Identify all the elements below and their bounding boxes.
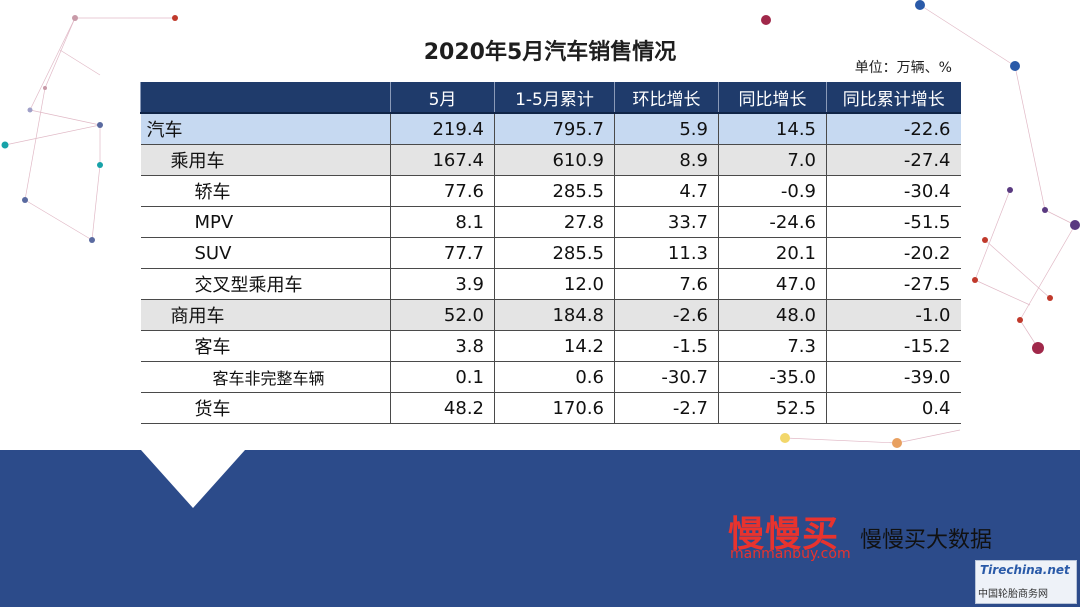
table-cell: -20.2	[826, 237, 961, 269]
table-cell: -30.7	[614, 361, 719, 393]
table-row: 客车 3.8 14.2 -1.5 7.3 -15.2	[140, 330, 961, 362]
table-cell: 12.0	[494, 268, 615, 300]
table-cell: 77.6	[390, 175, 495, 207]
brand-tagline: 慢慢买大数据	[860, 528, 993, 553]
table-cell: -24.6	[718, 206, 827, 238]
table-row: SUV 77.7 285.5 11.3 20.1 -20.2	[140, 237, 961, 269]
table-cell: 795.7	[494, 113, 615, 145]
column-header	[140, 82, 391, 114]
table-cell: -0.9	[718, 175, 827, 207]
table-cell: 219.4	[390, 113, 495, 145]
table-cell: 11.3	[614, 237, 719, 269]
row-label: 汽车	[140, 113, 391, 145]
column-header: 5月	[390, 82, 495, 114]
table-cell: 0.1	[390, 361, 495, 393]
chart-title: 2020年5月汽车销售情况	[423, 40, 677, 65]
table-cell: 4.7	[614, 175, 719, 207]
unit-note: 单位：万辆、%	[854, 60, 952, 76]
table-row: 汽车 219.4 795.7 5.9 14.5 -22.6	[140, 113, 961, 145]
table-cell: 52.5	[718, 392, 827, 424]
table-cell: 48.0	[718, 299, 827, 331]
table-cell: 14.2	[494, 330, 615, 362]
row-label: MPV	[140, 206, 391, 238]
column-header: 同比累计增长	[826, 82, 961, 114]
table-cell: 27.8	[494, 206, 615, 238]
table-cell: 77.7	[390, 237, 495, 269]
row-label: 客车	[140, 330, 391, 362]
table-cell: 7.0	[718, 144, 827, 176]
table-cell: -22.6	[826, 113, 961, 145]
table-cell: 285.5	[494, 237, 615, 269]
table-cell: 167.4	[390, 144, 495, 176]
band-notch	[141, 450, 245, 508]
table-cell: -35.0	[718, 361, 827, 393]
table-cell: 52.0	[390, 299, 495, 331]
table-cell: 3.9	[390, 268, 495, 300]
table-cell: -15.2	[826, 330, 961, 362]
column-header: 环比增长	[614, 82, 719, 114]
table-cell: -2.7	[614, 392, 719, 424]
table-cell: 610.9	[494, 144, 615, 176]
table-cell: 7.3	[718, 330, 827, 362]
table-cell: 8.9	[614, 144, 719, 176]
table-cell: -51.5	[826, 206, 961, 238]
table-cell: 8.1	[390, 206, 495, 238]
table-cell: -27.4	[826, 144, 961, 176]
table-row: MPV 8.1 27.8 33.7 -24.6 -51.5	[140, 206, 961, 238]
table-cell: -1.5	[614, 330, 719, 362]
table-cell: -1.0	[826, 299, 961, 331]
row-label: 商用车	[140, 299, 391, 331]
table-row: 交叉型乘用车 3.9 12.0 7.6 47.0 -27.5	[140, 268, 961, 300]
row-label: 客车非完整车辆	[140, 361, 391, 393]
row-label: 货车	[140, 392, 391, 424]
table-cell: 0.4	[826, 392, 961, 424]
table-cell: 14.5	[718, 113, 827, 145]
table-header-row: 5月 1-5月累计 环比增长 同比增长 同比累计增长	[140, 82, 961, 114]
table-cell: 20.1	[718, 237, 827, 269]
table-cell: 170.6	[494, 392, 615, 424]
corner-logo-caption: 中国轮胎商务网	[978, 589, 1048, 600]
table-cell: 184.8	[494, 299, 615, 331]
table-cell: -30.4	[826, 175, 961, 207]
row-label: 轿车	[140, 175, 391, 207]
table-cell: 48.2	[390, 392, 495, 424]
table-cell: -2.6	[614, 299, 719, 331]
table-row: 轿车 77.6 285.5 4.7 -0.9 -30.4	[140, 175, 961, 207]
table-cell: 0.6	[494, 361, 615, 393]
table-cell: 3.8	[390, 330, 495, 362]
brand-url: manmanbuy.com	[730, 546, 851, 562]
table-cell: 47.0	[718, 268, 827, 300]
sales-table: 5月 1-5月累计 环比增长 同比增长 同比累计增长 汽车 219.4 795.7 5…	[140, 82, 961, 424]
corner-logo-text: Tirechina.net	[980, 563, 1070, 577]
brand-logo: 慢慢买	[728, 514, 840, 555]
column-header: 同比增长	[718, 82, 827, 114]
table-cell: 33.7	[614, 206, 719, 238]
row-label: SUV	[140, 237, 391, 269]
table-row: 商用车 52.0 184.8 -2.6 48.0 -1.0	[140, 299, 961, 331]
table-cell: 285.5	[494, 175, 615, 207]
column-header: 1-5月累计	[494, 82, 615, 114]
corner-logo: Tirechina.net 中国轮胎商务网	[975, 560, 1077, 604]
table-body: 汽车 219.4 795.7 5.9 14.5 -22.6 乘用车 167.4 610.9 8.9…	[140, 113, 961, 424]
table-cell: -27.5	[826, 268, 961, 300]
table-cell: -39.0	[826, 361, 961, 393]
table-cell: 7.6	[614, 268, 719, 300]
row-label: 交叉型乘用车	[140, 268, 391, 300]
table-row: 客车非完整车辆 0.1 0.6 -30.7 -35.0 -39.0	[140, 361, 961, 393]
table-row: 货车 48.2 170.6 -2.7 52.5 0.4	[140, 392, 961, 424]
row-label: 乘用车	[140, 144, 391, 176]
table-cell: 5.9	[614, 113, 719, 145]
table-row: 乘用车 167.4 610.9 8.9 7.0 -27.4	[140, 144, 961, 176]
